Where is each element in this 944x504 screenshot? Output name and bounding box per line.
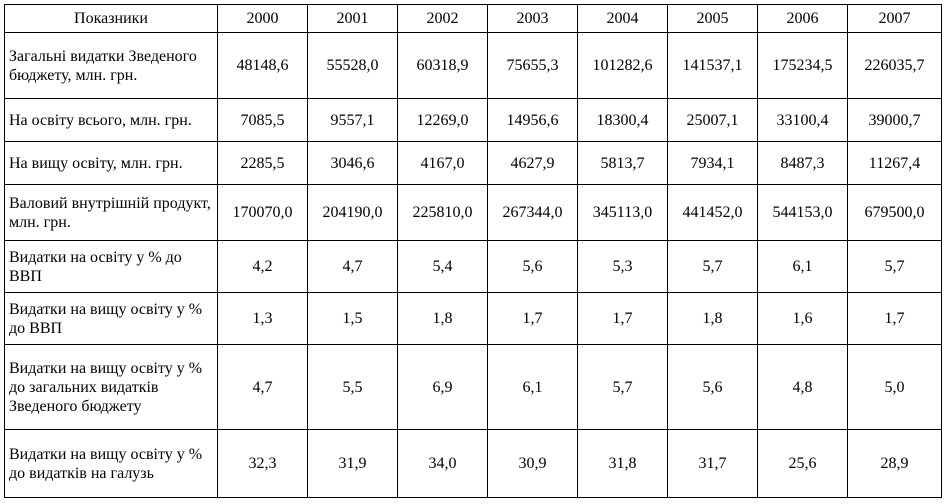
value-cell: 5,0 (847, 344, 942, 430)
value-cell: 225810,0 (397, 184, 488, 241)
table-row: Валовий внутрішній продукт, млн. грн. 170… (4, 184, 942, 241)
header-year: 2001 (307, 4, 398, 33)
row-label: Видатки на вищу освіту у % до ВВП (4, 292, 218, 345)
value-cell: 12269,0 (397, 98, 488, 142)
header-row: Показники 2000 2001 2002 2003 2004 2005 … (4, 4, 942, 33)
value-cell: 4,2 (217, 240, 308, 293)
value-cell: 5,6 (487, 240, 578, 293)
value-cell: 1,7 (577, 292, 668, 345)
row-label: Видатки на освіту у % до ВВП (4, 240, 218, 293)
value-cell: 11267,4 (847, 141, 942, 185)
value-cell: 28,9 (847, 429, 942, 498)
value-cell: 75655,3 (487, 32, 578, 99)
table-row: Видатки на вищу освіту у % до загальних … (4, 344, 942, 430)
value-cell: 1,7 (487, 292, 578, 345)
value-cell: 2285,5 (217, 141, 308, 185)
header-year: 2004 (577, 4, 668, 33)
value-cell: 170070,0 (217, 184, 308, 241)
value-cell: 5,7 (667, 240, 758, 293)
value-cell: 6,1 (757, 240, 848, 293)
value-cell: 5,3 (577, 240, 668, 293)
value-cell: 101282,6 (577, 32, 668, 99)
value-cell: 5,7 (847, 240, 942, 293)
value-cell: 1,8 (397, 292, 488, 345)
value-cell: 345113,0 (577, 184, 668, 241)
value-cell: 226035,7 (847, 32, 942, 99)
row-label: На освіту всього, млн. грн. (4, 98, 218, 142)
row-label: Видатки на вищу освіту у % до загальних … (4, 344, 218, 430)
value-cell: 544153,0 (757, 184, 848, 241)
value-cell: 60318,9 (397, 32, 488, 99)
row-label: Загальні видатки Зведеного бюджету, млн.… (4, 32, 218, 99)
table-row: Загальні видатки Зведеного бюджету, млн.… (4, 32, 942, 99)
value-cell: 4627,9 (487, 141, 578, 185)
header-year: 2000 (217, 4, 308, 33)
value-cell: 267344,0 (487, 184, 578, 241)
value-cell: 7085,5 (217, 98, 308, 142)
value-cell: 5,4 (397, 240, 488, 293)
value-cell: 3046,6 (307, 141, 398, 185)
table-row: На вищу освіту, млн. грн. 2285,5 3046,6 416… (4, 141, 942, 185)
value-cell: 31,9 (307, 429, 398, 498)
value-cell: 5,7 (577, 344, 668, 430)
value-cell: 6,9 (397, 344, 488, 430)
value-cell: 1,7 (847, 292, 942, 345)
header-year: 2002 (397, 4, 488, 33)
table-row: Видатки на вищу освіту у % до ВВП 1,3 1,5 1… (4, 292, 942, 345)
value-cell: 14956,6 (487, 98, 578, 142)
value-cell: 204190,0 (307, 184, 398, 241)
value-cell: 39000,7 (847, 98, 942, 142)
value-cell: 30,9 (487, 429, 578, 498)
value-cell: 25,6 (757, 429, 848, 498)
value-cell: 32,3 (217, 429, 308, 498)
value-cell: 175234,5 (757, 32, 848, 99)
row-label: Валовий внутрішній продукт, млн. грн. (4, 184, 218, 241)
value-cell: 6,1 (487, 344, 578, 430)
value-cell: 5,6 (667, 344, 758, 430)
table-row: Видатки на вищу освіту у % до видатків н… (4, 429, 942, 498)
value-cell: 31,8 (577, 429, 668, 498)
value-cell: 5813,7 (577, 141, 668, 185)
value-cell: 5,5 (307, 344, 398, 430)
table-row: Видатки на освіту у % до ВВП 4,2 4,7 5,4 5,6… (4, 240, 942, 293)
row-label: Видатки на вищу освіту у % до видатків н… (4, 429, 218, 498)
value-cell: 31,7 (667, 429, 758, 498)
header-indicator: Показники (4, 4, 218, 33)
value-cell: 8487,3 (757, 141, 848, 185)
value-cell: 441452,0 (667, 184, 758, 241)
value-cell: 679500,0 (847, 184, 942, 241)
table-row: На освіту всього, млн. грн. 7085,5 9557,1 1… (4, 98, 942, 142)
value-cell: 34,0 (397, 429, 488, 498)
value-cell: 9557,1 (307, 98, 398, 142)
statistics-table: Показники 2000 2001 2002 2003 2004 2005 … (4, 4, 942, 498)
value-cell: 1,5 (307, 292, 398, 345)
header-year: 2006 (757, 4, 848, 33)
value-cell: 141537,1 (667, 32, 758, 99)
value-cell: 1,8 (667, 292, 758, 345)
value-cell: 1,3 (217, 292, 308, 345)
value-cell: 18300,4 (577, 98, 668, 142)
header-year: 2005 (667, 4, 758, 33)
value-cell: 4,7 (217, 344, 308, 430)
header-year: 2003 (487, 4, 578, 33)
value-cell: 55528,0 (307, 32, 398, 99)
value-cell: 7934,1 (667, 141, 758, 185)
value-cell: 33100,4 (757, 98, 848, 142)
value-cell: 48148,6 (217, 32, 308, 99)
table-body: Загальні видатки Зведеного бюджету, млн.… (4, 32, 942, 498)
value-cell: 1,6 (757, 292, 848, 345)
row-label: На вищу освіту, млн. грн. (4, 141, 218, 185)
value-cell: 4,8 (757, 344, 848, 430)
value-cell: 4167,0 (397, 141, 488, 185)
value-cell: 25007,1 (667, 98, 758, 142)
header-year: 2007 (847, 4, 942, 33)
value-cell: 4,7 (307, 240, 398, 293)
